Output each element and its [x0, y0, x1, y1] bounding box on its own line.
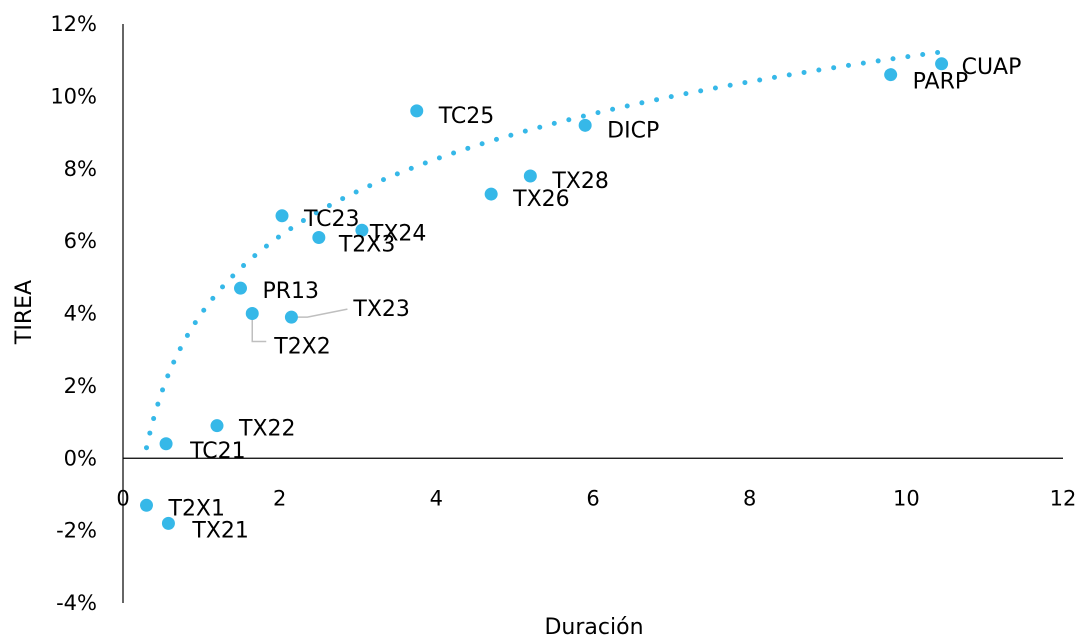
- point-label: TX24: [369, 221, 427, 246]
- y-tick-label: -2%: [56, 519, 97, 543]
- x-tick-label: 2: [273, 486, 286, 510]
- y-tick-label: 10%: [50, 84, 97, 108]
- point-label: TX26: [512, 187, 570, 212]
- point-label: T2X2: [273, 335, 331, 360]
- point-label: TX21: [191, 518, 249, 543]
- y-tick-label: 6%: [64, 229, 97, 253]
- y-tick-label: 8%: [64, 157, 97, 181]
- point-label: TX23: [352, 297, 410, 322]
- x-tick-label: 0: [116, 486, 129, 510]
- x-axis-title: Duración: [544, 615, 643, 638]
- data-point: [578, 118, 592, 132]
- y-tick-label: 12%: [50, 12, 97, 36]
- point-label: T2X3: [338, 233, 396, 258]
- data-point: [159, 437, 173, 451]
- data-point: [245, 307, 259, 320]
- y-tick-label: 2%: [64, 374, 97, 398]
- point-label: TC23: [303, 207, 360, 232]
- axes: [122, 24, 1063, 603]
- y-tick-label: -4%: [56, 591, 97, 615]
- data-point: [161, 516, 175, 530]
- y-tick-label: 0%: [64, 446, 97, 470]
- point-label: DICP: [607, 118, 659, 143]
- point-label: PARP: [913, 70, 968, 95]
- data-point: [234, 281, 247, 295]
- x-tick-label: 6: [586, 486, 599, 510]
- x-tick-label: 12: [1050, 486, 1077, 510]
- leader-line: [291, 308, 348, 318]
- data-point: [355, 223, 369, 237]
- point-label: TX28: [551, 169, 609, 194]
- trendline: [144, 49, 945, 451]
- leader-line: [251, 313, 267, 343]
- point-label: PR13: [263, 279, 320, 304]
- y-axis-title: TIREA: [12, 280, 37, 345]
- point-label: TC25: [438, 104, 495, 129]
- data-point: [935, 57, 949, 71]
- data-point: [410, 104, 424, 118]
- x-tick-label: 8: [743, 486, 756, 510]
- data-point: [884, 68, 898, 82]
- x-tick-label: 4: [430, 486, 443, 510]
- tick-labels: 0 2 4 6 8 10 12 -4% -2% 0% 2% 4% 6% 8% 10% 12%: [50, 12, 1076, 615]
- y-tick-label: 4%: [64, 302, 97, 326]
- data-point: [140, 498, 153, 512]
- data-point: [210, 419, 224, 433]
- point-label: TC21: [189, 439, 246, 464]
- data-points: [140, 57, 949, 530]
- trendline-path: [144, 49, 945, 451]
- data-point: [312, 231, 326, 245]
- data-point: [284, 310, 298, 324]
- data-point: [484, 187, 498, 201]
- data-point: [523, 169, 537, 183]
- point-label: TX22: [238, 417, 296, 442]
- x-tick-label: 10: [893, 486, 920, 510]
- point-label: CUAP: [962, 55, 1022, 80]
- data-point: [275, 209, 289, 223]
- point-label: T2X1: [168, 496, 226, 521]
